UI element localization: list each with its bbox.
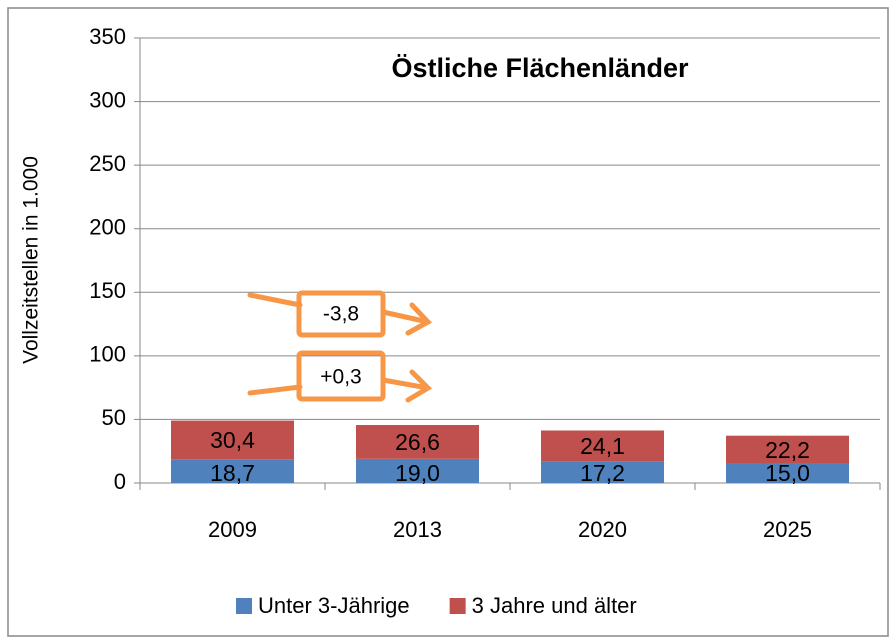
- y-axis-label: Vollzeitstellen in 1.000: [20, 156, 43, 364]
- bar-segment: [171, 459, 294, 483]
- y-tick-label: 150: [89, 278, 126, 303]
- y-tick-label: 300: [89, 87, 126, 112]
- data-label: 17,2: [580, 460, 625, 486]
- plot-area: 0 50 100 150 200 250 300 350 2009 18,7 30,4 2013 19,…: [89, 24, 881, 542]
- legend-swatch: [236, 598, 252, 614]
- data-label: 26,6: [395, 429, 440, 455]
- bar-segment: [356, 458, 479, 483]
- bar-segment: [541, 461, 664, 483]
- data-label: 24,1: [580, 433, 625, 459]
- x-tick-label: 2009: [208, 517, 257, 542]
- bar-segment: [171, 420, 294, 460]
- data-label: 22,2: [765, 437, 810, 463]
- annotation-label: +0,3: [320, 366, 361, 389]
- x-tick-label: 2013: [393, 517, 442, 542]
- y-tick-label: 200: [89, 215, 126, 240]
- x-tick-label: 2025: [763, 517, 812, 542]
- bar-segment: [356, 425, 479, 459]
- y-tick-label: 50: [102, 405, 126, 430]
- annotation-label: -3,8: [323, 303, 359, 326]
- bar-segment: [726, 435, 849, 464]
- legend-label: Unter 3-Jährige: [258, 593, 410, 618]
- chart-frame: [7, 7, 889, 637]
- y-tick-label: 350: [89, 24, 126, 49]
- legend-label: 3 Jahre und älter: [472, 593, 637, 618]
- bar-segment: [541, 430, 664, 462]
- chart-title: Östliche Flächenländer: [391, 53, 689, 83]
- data-label: 15,0: [765, 460, 810, 486]
- y-tick-label: 100: [89, 342, 126, 367]
- annotation: [247, 290, 433, 403]
- data-label: 19,0: [395, 460, 440, 486]
- x-tick-label: 2020: [578, 517, 627, 542]
- data-label: 18,7: [210, 460, 255, 486]
- data-label: 30,4: [210, 427, 255, 453]
- bar-segment: [726, 463, 849, 483]
- legend-swatch: [449, 598, 466, 614]
- y-tick-label: 0: [114, 469, 126, 494]
- y-tick-label: 250: [89, 151, 126, 176]
